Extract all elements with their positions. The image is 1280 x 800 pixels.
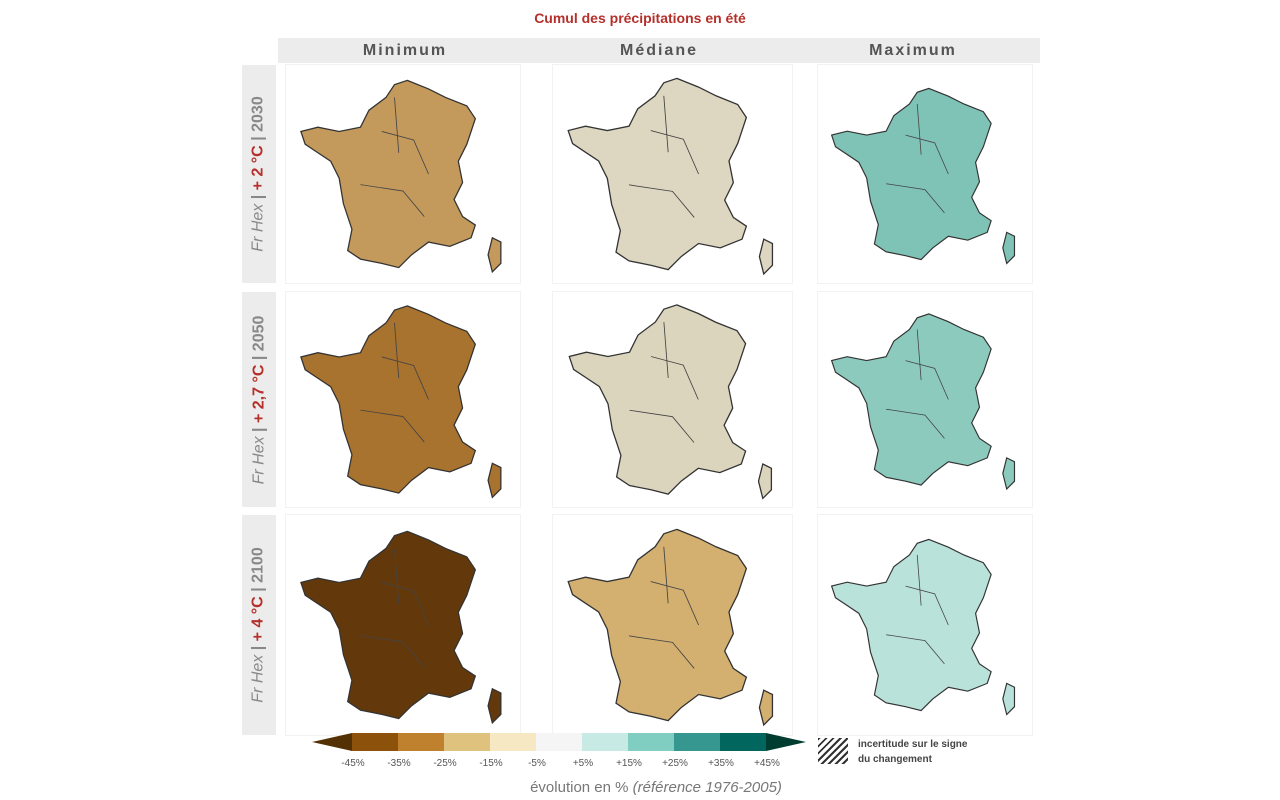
legend-swatch	[444, 733, 490, 751]
axis-reference: (référence 1976-2005)	[632, 779, 782, 796]
legend-axis-label: évolution en % (référence 1976-2005)	[0, 779, 1280, 796]
legend-tick: -25%	[433, 758, 457, 769]
legend-tick: -5%	[528, 758, 546, 769]
map-france-minimum-2050	[286, 292, 520, 507]
legend-right-arrow	[766, 733, 806, 751]
france-mainland	[567, 528, 748, 722]
legend-ticks: -45% -35% -25% -15% -5% +5% +15% +25% +35% +45%	[330, 758, 790, 769]
corsica	[487, 462, 502, 499]
legend-tick: +5%	[572, 758, 594, 769]
hatch-label-line2: du changement	[858, 754, 932, 765]
legend-swatch	[536, 733, 582, 751]
hatch-swatch	[818, 738, 848, 764]
france-mainland	[567, 77, 748, 271]
legend-tick: -45%	[341, 758, 365, 769]
corsica	[487, 236, 502, 274]
row-label: Fr Hex | + 2 °C | 2030	[242, 65, 276, 283]
corsica	[1002, 231, 1016, 265]
corsica	[1002, 457, 1016, 491]
france-mainland	[830, 313, 992, 486]
axis-label: évolution en %	[530, 779, 629, 796]
corsica	[487, 687, 502, 725]
legend-left-arrow	[312, 733, 352, 751]
map-france-médiane-2050	[553, 292, 792, 507]
col-maximum: Maximum	[869, 42, 957, 59]
map-france-maximum-2100	[818, 515, 1032, 735]
row-label: Fr Hex | + 4 °C | 2100	[242, 515, 276, 735]
legend-swatch	[720, 733, 766, 751]
legend-tick: +35%	[708, 758, 734, 769]
map-france-minimum-2030	[286, 65, 520, 283]
map-france-médiane-2100	[553, 515, 792, 735]
legend-tick: +45%	[754, 758, 780, 769]
figure-title: Cumul des précipitations en été	[534, 10, 746, 26]
col-mediane: Médiane	[619, 42, 698, 59]
row-label: Fr Hex | + 2,7 °C | 2050	[242, 292, 276, 507]
hatch-label: incertitude sur le signe du changement	[858, 737, 998, 767]
france-mainland	[830, 538, 992, 712]
legend-swatch	[628, 733, 674, 751]
legend-tick: +15%	[616, 758, 642, 769]
corsica	[758, 238, 774, 276]
map-france-minimum-2100	[286, 515, 520, 735]
column-headers: Minimum Médiane Maximum	[278, 38, 1040, 63]
legend-swatch	[490, 733, 536, 751]
map-france-maximum-2050	[818, 292, 1032, 507]
hatch-label-line1: incertitude sur le signe	[858, 739, 968, 750]
corsica	[1002, 682, 1016, 716]
legend-tick: -15%	[479, 758, 503, 769]
corsica	[757, 463, 773, 500]
france-mainland	[830, 87, 992, 261]
legend-swatch	[398, 733, 444, 751]
france-mainland	[568, 304, 747, 495]
color-legend	[312, 733, 806, 751]
france-mainland	[300, 79, 477, 269]
france-mainland	[300, 305, 477, 494]
france-mainland	[300, 530, 477, 720]
legend-tick: +25%	[662, 758, 688, 769]
corsica	[758, 689, 774, 727]
map-france-médiane-2030	[553, 65, 792, 283]
legend-tick: -35%	[387, 758, 411, 769]
col-minimum: Minimum	[362, 42, 448, 59]
legend-swatch	[674, 733, 720, 751]
legend-swatch	[582, 733, 628, 751]
legend-swatch	[352, 733, 398, 751]
map-france-maximum-2030	[818, 65, 1032, 283]
